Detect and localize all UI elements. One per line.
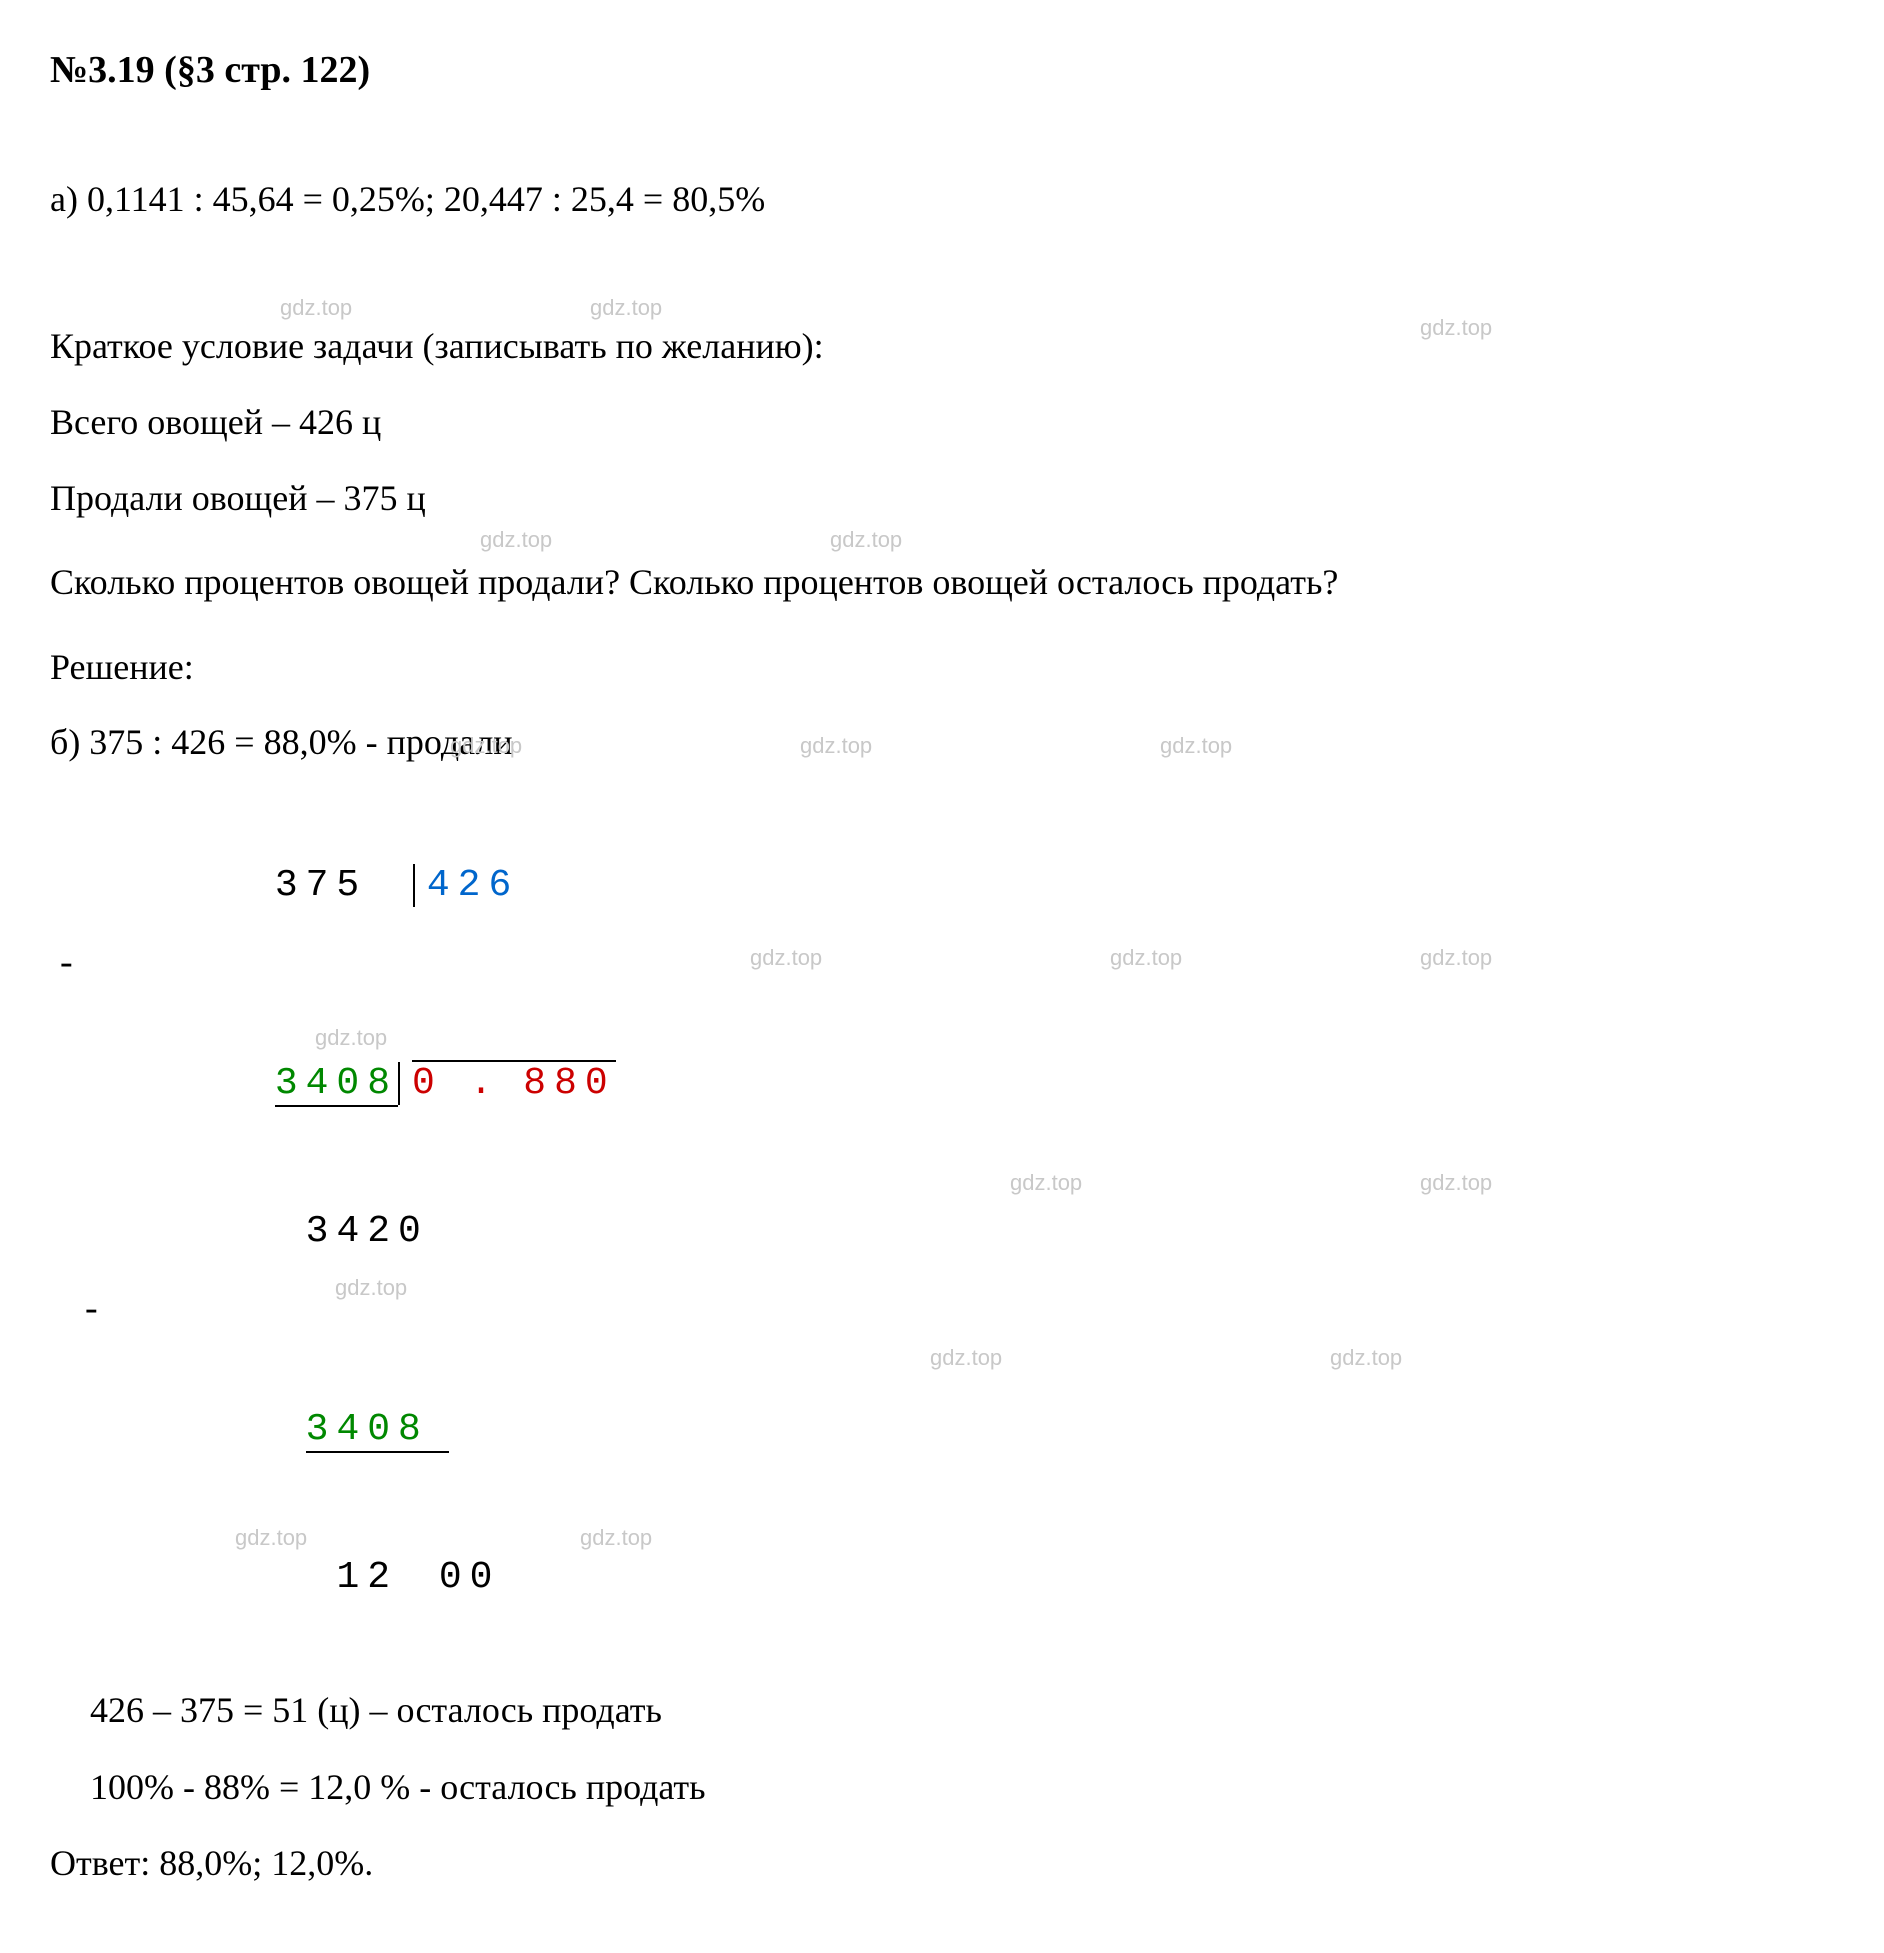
division-row-5: 0012 00 bbox=[90, 1503, 1834, 1651]
divisor: 426 bbox=[413, 864, 519, 907]
condition-sold: Продали овощей – 375 ц bbox=[50, 470, 1834, 528]
division-row-4: - 03408 bbox=[90, 1306, 1834, 1504]
step2-remainder: 3420 bbox=[306, 1210, 429, 1253]
condition-heading: Краткое условие задачи (записывать по же… bbox=[50, 318, 1834, 376]
division-top-row: 375 426 bbox=[90, 812, 1834, 960]
step1-subtract: 3408 bbox=[275, 1062, 398, 1107]
question-text: Сколько процентов овощей продали? Скольк… bbox=[50, 545, 1834, 621]
part-b-line: б) 375 : 426 = 88,0% - продали bbox=[50, 714, 1834, 772]
division-row-2: - 34080 . 880 bbox=[90, 960, 1834, 1158]
calc-percent: 100% - 88% = 12,0 % - осталось продать bbox=[50, 1759, 1834, 1817]
step2-subtract: 3408 bbox=[306, 1408, 449, 1453]
part-a-line: а) 0,1141 : 45,64 = 0,25%; 20,447 : 25,4… bbox=[50, 171, 1834, 229]
document-content: №3.19 (§3 стр. 122) а) 0,1141 : 45,64 = … bbox=[50, 40, 1834, 1892]
final-remainder: 12 00 bbox=[336, 1556, 500, 1599]
solution-label: Решение: bbox=[50, 639, 1834, 697]
minus-icon: - bbox=[85, 1284, 98, 1333]
condition-total: Всего овощей – 426 ц bbox=[50, 394, 1834, 452]
dividend: 375 bbox=[275, 864, 367, 907]
minus-icon: - bbox=[60, 938, 73, 987]
quotient-int: 0 bbox=[412, 1060, 443, 1105]
problem-title: №3.19 (§3 стр. 122) bbox=[50, 40, 1834, 101]
quotient-dot: . bbox=[443, 1060, 523, 1105]
quotient-frac: 880 bbox=[523, 1060, 615, 1105]
division-row-3: 03420 bbox=[90, 1158, 1834, 1306]
calc-subtraction: 426 – 375 = 51 (ц) – осталось продать bbox=[50, 1682, 1834, 1740]
long-division: 375 426 - 34080 . 880 03420 - 03408 0012… bbox=[90, 812, 1834, 1652]
answer-line: Ответ: 88,0%; 12,0%. bbox=[50, 1835, 1834, 1893]
